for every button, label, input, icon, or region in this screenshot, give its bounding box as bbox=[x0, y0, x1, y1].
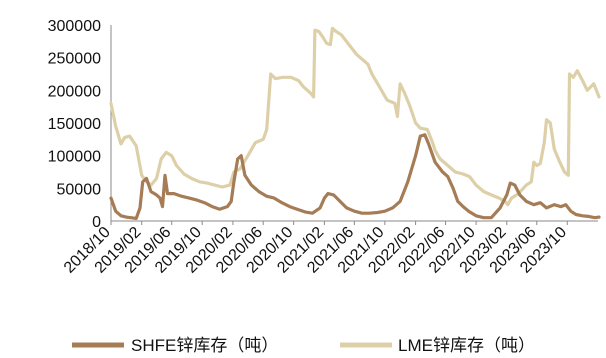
legend: SHFE锌库存（吨） LME锌库存（吨） bbox=[72, 336, 535, 355]
legend-label-lme: LME锌库存（吨） bbox=[398, 336, 535, 355]
y-tick-label: 250000 bbox=[48, 51, 101, 68]
y-tick-label: 100000 bbox=[48, 149, 101, 166]
y-tick-label: 150000 bbox=[48, 116, 101, 133]
series-layer bbox=[109, 26, 601, 220]
series-line-lme bbox=[109, 26, 601, 207]
y-tick-label: 0 bbox=[92, 214, 101, 231]
y-tick-label: 50000 bbox=[57, 181, 102, 198]
series-line-shfe bbox=[109, 133, 601, 220]
y-axis: 0 50000 100000 150000 200000 250000 300000 bbox=[48, 18, 112, 231]
y-tick-label: 300000 bbox=[48, 18, 101, 35]
y-tick-label: 200000 bbox=[48, 83, 101, 100]
x-axis: 2018/102019/022019/062019/102020/022020/… bbox=[61, 220, 598, 277]
legend-label-shfe: SHFE锌库存（吨） bbox=[131, 336, 278, 355]
